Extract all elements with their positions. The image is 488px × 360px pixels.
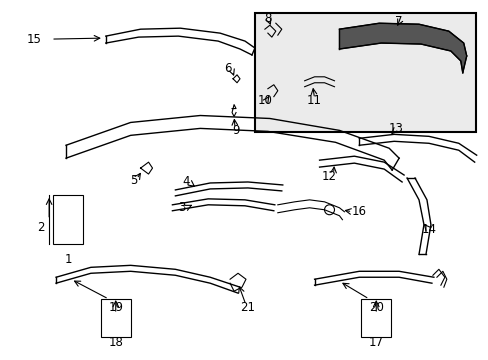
Bar	[53, 195, 83, 244]
Text: 2: 2	[38, 221, 45, 234]
Text: 1: 1	[64, 253, 72, 266]
Text: 15: 15	[27, 33, 41, 46]
Text: 12: 12	[322, 170, 336, 183]
Bar	[254, 13, 475, 132]
Text: 17: 17	[368, 336, 383, 349]
Polygon shape	[339, 23, 466, 73]
Text: 6: 6	[224, 62, 231, 75]
Text: 14: 14	[421, 223, 436, 236]
Text: 9: 9	[232, 124, 239, 137]
Text: 21: 21	[240, 301, 255, 314]
Bar	[101, 299, 130, 337]
Text: 3: 3	[178, 201, 185, 214]
Text: 8: 8	[264, 12, 271, 25]
Text: 10: 10	[257, 94, 272, 107]
Text: 19: 19	[108, 301, 123, 314]
Text: 11: 11	[306, 94, 322, 107]
Text: 4: 4	[182, 175, 190, 189]
Text: 7: 7	[395, 15, 402, 28]
Text: 18: 18	[108, 336, 123, 349]
Text: 20: 20	[368, 301, 383, 314]
Bar	[361, 299, 390, 337]
Text: 5: 5	[130, 174, 137, 186]
Text: 16: 16	[351, 205, 366, 218]
Text: 13: 13	[388, 122, 403, 135]
